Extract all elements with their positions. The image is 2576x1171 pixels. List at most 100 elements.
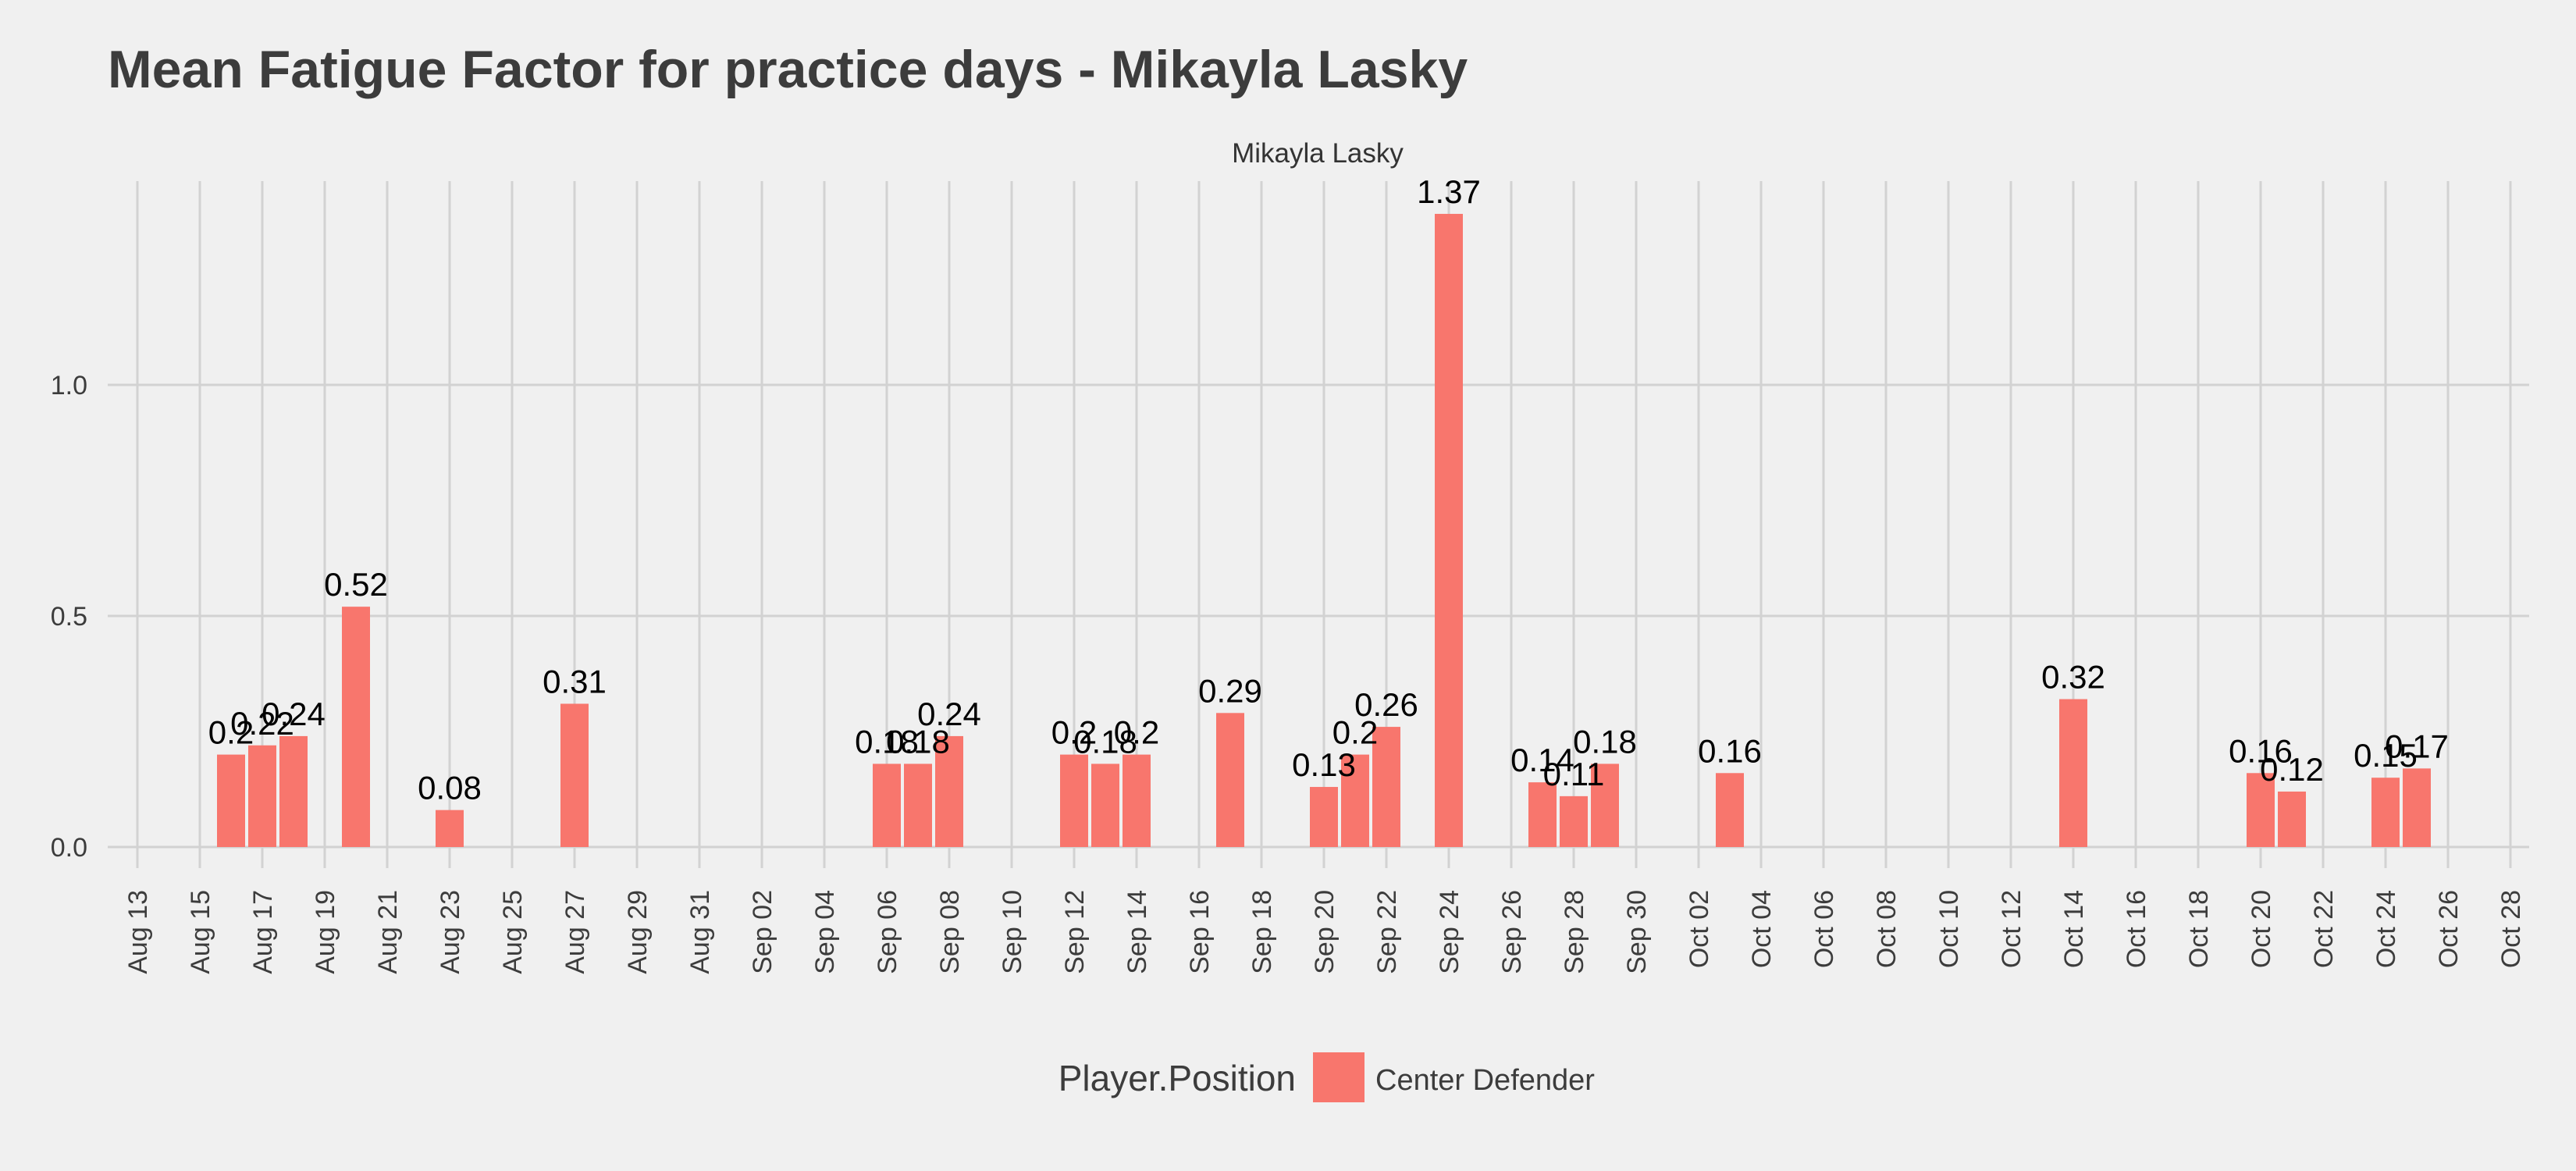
bar-label-2023-09-20: 0.13 [1292,746,1356,783]
bar-2023-09-14 [1123,754,1151,847]
x-tick-label-14: Sep 10 [998,890,1027,974]
bar-label-2023-09-13: 0.18 [1073,723,1137,760]
x-tick-label-17: Sep 16 [1185,890,1215,974]
bar-2023-09-08 [935,735,963,847]
bar-label-2023-09-06: 0.18 [855,723,919,760]
bar-2023-09-07 [904,763,932,847]
bar-label-2023-09-07: 0.18 [886,723,950,760]
x-tick-label-15: Sep 12 [1060,890,1090,974]
bar-2023-10-20 [2247,773,2275,847]
bar-label-2023-08-23: 0.08 [418,770,482,806]
bar-label-2023-10-25: 0.17 [2385,728,2449,764]
x-tick-label-5: Aug 23 [436,890,465,974]
x-tick-label-18: Sep 18 [1247,890,1277,974]
x-tick-label-3: Aug 19 [311,890,340,974]
chart-title: Mean Fatigue Factor for practice days - … [108,40,1468,99]
bar-2023-09-24 [1435,213,1463,848]
x-tick-label-32: Oct 16 [2122,890,2151,968]
bar-2023-08-17 [248,745,276,847]
bar-2023-09-28 [1560,795,1588,847]
facet-strip-label: Mikayla Lasky [1232,138,1404,169]
bar-2023-09-20 [1310,787,1338,847]
y-tick-label-0: 0.0 [51,833,87,863]
legend-key-center-defender [1313,1052,1364,1102]
bar-2023-08-23 [436,810,464,847]
bar-2023-09-13 [1091,763,1119,847]
bar-label-2023-08-27: 0.31 [543,663,607,699]
bar-2023-10-25 [2403,768,2431,847]
bar-2023-09-06 [873,763,901,847]
bar-2023-09-22 [1372,727,1400,847]
x-tick-label-10: Sep 02 [748,890,777,974]
x-tick-label-34: Oct 20 [2247,890,2276,968]
bar-label-2023-09-27: 0.14 [1510,742,1574,778]
bar-2023-08-20 [342,607,370,847]
x-tick-label-33: Oct 18 [2184,890,2214,968]
x-tick-label-31: Oct 14 [2059,890,2089,968]
bar-label-2023-10-03: 0.16 [1698,732,1762,769]
bar-label-2023-09-22: 0.26 [1354,686,1418,723]
bar-2023-10-03 [1716,773,1744,847]
bar-2023-09-29 [1591,763,1619,847]
bar-label-2023-10-24: 0.15 [2354,737,2418,774]
x-tick-label-12: Sep 06 [873,890,902,974]
legend-label-center-defender: Center Defender [1375,1064,1595,1097]
x-tick-label-13: Sep 08 [935,890,965,974]
x-tick-label-11: Sep 04 [810,890,840,974]
bar-label-2023-09-24: 1.37 [1417,173,1481,210]
bar-label-2023-09-08: 0.24 [917,696,981,732]
x-tick-label-4: Aug 21 [373,890,403,974]
y-tick-label-2: 1.0 [51,371,87,400]
bar-label-2023-08-17: 0.22 [230,705,294,742]
bar-label-2023-09-21: 0.2 [1332,714,1378,751]
x-tick-label-20: Sep 22 [1372,890,1402,974]
x-tick-label-27: Oct 06 [1809,890,1839,968]
x-axis-ticks: Aug 13 Aug 15 Aug 17 Aug 19 Aug 21 Aug 23 Aug … [123,890,2526,974]
bar-2023-09-21 [1341,754,1369,847]
bar-label-2023-10-14: 0.32 [2041,659,2105,696]
x-tick-label-2: Aug 17 [248,890,278,974]
bar-label-2023-09-17: 0.29 [1198,672,1262,709]
bar-label-2023-09-14: 0.2 [1114,714,1159,751]
x-tick-label-21: Sep 24 [1435,890,1464,974]
bar-2023-10-24 [2371,778,2400,847]
x-tick-label-28: Oct 08 [1872,890,1902,968]
bar-2023-10-21 [2278,791,2306,847]
x-tick-label-22: Sep 26 [1497,890,1527,974]
x-tick-label-35: Oct 22 [2309,890,2339,968]
x-tick-label-23: Sep 28 [1560,890,1589,974]
bar-label-2023-09-29: 0.18 [1573,723,1637,760]
legend: Player.Position Center Defender [1059,1052,1595,1102]
bar-label-2023-10-21: 0.12 [2260,751,2324,788]
bar-value-labels: 0.20.220.240.520.080.310.180.180.240.20.… [208,173,2449,806]
x-tick-label-30: Oct 12 [1997,890,2026,968]
bar-label-2023-08-16: 0.2 [208,714,254,751]
x-tick-label-6: Aug 25 [498,890,528,974]
x-tick-label-36: Oct 24 [2371,890,2401,968]
x-tick-label-7: Aug 27 [560,890,590,974]
bar-label-2023-09-28: 0.11 [1543,756,1605,792]
legend-title: Player.Position [1059,1058,1296,1098]
y-axis-ticks: 0.0 0.5 1.0 [51,371,87,863]
x-tick-label-29: Oct 10 [1934,890,1964,968]
bar-2023-08-18 [279,735,308,847]
x-tick-label-37: Oct 26 [2434,890,2464,968]
bar-label-2023-09-12: 0.2 [1051,714,1097,751]
x-tick-label-38: Oct 28 [2496,890,2526,968]
bar-label-2023-08-18: 0.24 [262,696,326,732]
y-tick-label-1: 0.5 [51,602,87,632]
x-tick-label-9: Aug 31 [685,890,715,974]
x-tick-label-8: Aug 29 [623,890,653,974]
bar-2023-09-27 [1528,782,1557,847]
x-tick-label-25: Oct 02 [1685,890,1714,968]
x-tick-label-26: Oct 04 [1747,890,1777,968]
bar-label-2023-10-20: 0.16 [2229,732,2293,769]
bar-2023-08-27 [560,703,589,847]
bar-2023-10-14 [2059,699,2087,847]
x-tick-label-19: Sep 20 [1310,890,1340,974]
x-tick-label-16: Sep 14 [1123,890,1152,974]
x-tick-label-24: Sep 30 [1622,890,1652,974]
bar-2023-08-16 [217,754,245,847]
